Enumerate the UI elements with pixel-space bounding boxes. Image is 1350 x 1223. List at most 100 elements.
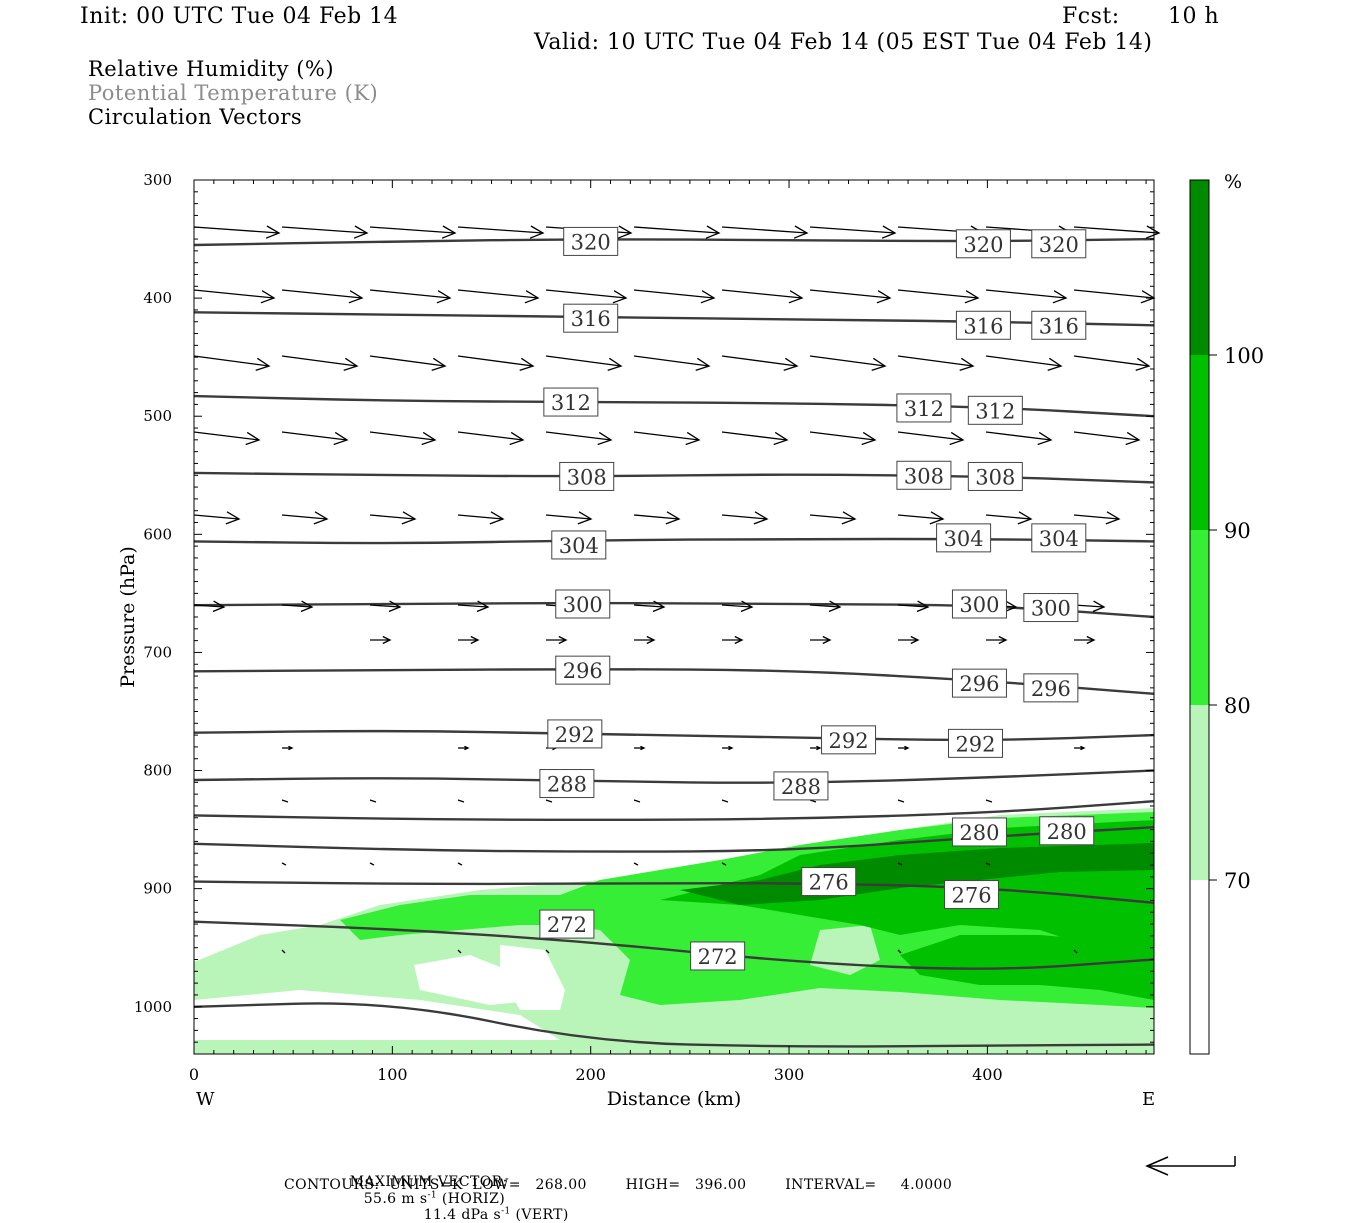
contour-label: 304 xyxy=(1039,527,1079,551)
circulation-vector-head xyxy=(343,357,359,372)
circulation-vector xyxy=(369,514,416,520)
rh-region-100 xyxy=(680,843,1154,905)
circulation-vector-head xyxy=(333,431,349,446)
circulation-vector xyxy=(545,949,550,954)
circulation-vector-head xyxy=(348,290,364,304)
field-theta-title: Potential Temperature (K) xyxy=(88,81,379,105)
contour-label-box xyxy=(896,393,952,423)
y-tick-label: 1000 xyxy=(134,998,172,1016)
contour-label: 276 xyxy=(951,884,991,908)
circulation-vector xyxy=(985,862,991,866)
circulation-vector-head xyxy=(529,225,545,239)
contour-label-box xyxy=(551,530,607,560)
circulation-vector-head xyxy=(607,357,623,372)
colorbar-segment xyxy=(1190,880,1209,1054)
contour-label-box xyxy=(951,668,1007,698)
circulation-vector-head xyxy=(652,600,666,613)
circulation-vector-head xyxy=(441,225,457,239)
contour-label-box xyxy=(539,769,595,799)
colorbar-segment xyxy=(1190,530,1209,705)
circulation-vector xyxy=(721,431,788,441)
x-tick-label: 100 xyxy=(377,1065,408,1084)
circulation-vector-head xyxy=(382,635,392,645)
circulation-vector-head xyxy=(225,511,241,525)
theta-contour-320 xyxy=(193,237,1155,247)
circulation-vector-head xyxy=(1135,357,1151,372)
contour-label: 312 xyxy=(904,397,944,421)
circulation-vector xyxy=(897,431,964,441)
fcst-value: 10 h xyxy=(1168,4,1220,29)
field-rh-title: Relative Humidity (%) xyxy=(88,57,335,81)
circulation-vector-head xyxy=(876,290,892,304)
circulation-vector xyxy=(809,355,886,367)
circulation-vector-head xyxy=(353,225,369,239)
circulation-vector xyxy=(281,604,313,608)
contour-label: 304 xyxy=(944,527,984,551)
x-axis-title: Distance (km) xyxy=(607,1088,742,1110)
circulation-vector xyxy=(809,604,841,608)
contour-label-box xyxy=(947,728,1003,758)
colorbar-label: 70 xyxy=(1224,869,1251,893)
circulation-vector xyxy=(633,514,680,520)
x-tick-label: 200 xyxy=(575,1065,606,1084)
circulation-vector xyxy=(281,949,286,954)
circulation-vector-head xyxy=(288,745,294,751)
circulation-vector xyxy=(633,799,641,803)
circulation-vector xyxy=(193,604,225,608)
circulation-vector xyxy=(369,355,446,367)
circulation-vector xyxy=(457,514,504,520)
contour-label-box xyxy=(1039,816,1095,846)
circulation-vector-head xyxy=(822,635,832,645)
contour-label-box xyxy=(555,655,611,685)
circulation-vector-head xyxy=(816,745,822,751)
circulation-vector xyxy=(457,862,463,866)
circulation-vector-head xyxy=(1080,745,1086,751)
circulation-vector xyxy=(721,226,808,234)
theta-contour-280 xyxy=(193,826,1155,853)
circulation-vector xyxy=(897,799,905,803)
contour-label: 292 xyxy=(555,723,595,747)
circulation-vector xyxy=(457,226,544,234)
contour-label: 308 xyxy=(904,464,944,488)
init-time: Init: 00 UTC Tue 04 Feb 14 xyxy=(80,4,399,29)
circulation-vector-head xyxy=(665,511,681,525)
circulation-vector xyxy=(281,862,287,866)
contour-label-box xyxy=(543,387,599,417)
y-tick-label: 400 xyxy=(143,289,172,307)
circulation-vector-head xyxy=(597,431,613,446)
contour-label: 312 xyxy=(975,399,1015,423)
circulation-vector xyxy=(545,289,627,299)
colorbar-segment xyxy=(1190,705,1209,880)
colorbar-unit: % xyxy=(1224,171,1242,193)
y-tick-label: 600 xyxy=(143,525,172,543)
circulation-vector-head xyxy=(916,600,930,613)
circulation-vector xyxy=(369,431,436,441)
circulation-vector xyxy=(545,355,622,367)
contour-label: 280 xyxy=(959,821,999,845)
contour-label-box xyxy=(896,460,952,490)
contour-label-box xyxy=(559,461,615,491)
circulation-vector xyxy=(369,226,456,234)
contour-label: 316 xyxy=(963,314,1003,338)
circulation-vector-head xyxy=(300,600,314,613)
contour-label-box xyxy=(1031,229,1087,259)
y-tick-label: 300 xyxy=(143,171,172,189)
contour-label: 316 xyxy=(571,307,611,331)
contour-label: 288 xyxy=(547,773,587,797)
circulation-vector-head xyxy=(1047,357,1063,372)
y-tick-label: 800 xyxy=(143,762,172,780)
circulation-vector-head xyxy=(617,225,633,239)
contour-label: 272 xyxy=(547,913,587,937)
circulation-vector-head xyxy=(740,600,754,613)
circulation-vector-head xyxy=(705,225,721,239)
contour-label-box xyxy=(1031,523,1087,553)
circulation-vector-head xyxy=(476,600,490,613)
circulation-vector xyxy=(457,799,465,803)
circulation-vector xyxy=(633,226,720,234)
circulation-vector-head xyxy=(998,635,1008,645)
circulation-vector xyxy=(369,862,375,866)
circulation-vector-head xyxy=(489,511,505,525)
circulation-vector xyxy=(457,604,489,608)
contour-label: 296 xyxy=(563,659,603,683)
theta-contour-288 xyxy=(193,769,1155,784)
